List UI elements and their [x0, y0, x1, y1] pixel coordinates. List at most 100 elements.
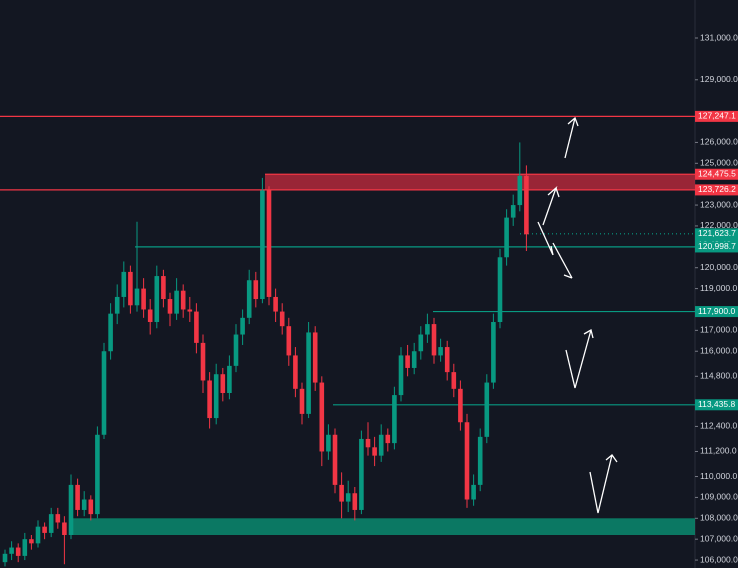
candle-body [431, 324, 437, 356]
candle-body [444, 347, 450, 373]
candle-body [352, 493, 358, 510]
candle-body [312, 332, 318, 383]
candle-body [108, 313, 113, 352]
y-tick-label: 119,000.0 [700, 283, 737, 293]
candle-body [293, 355, 298, 389]
candle-body [213, 374, 219, 419]
y-tick-label: 129,000.0 [700, 74, 738, 84]
candle-body [260, 190, 265, 300]
zone [70, 518, 695, 536]
candle-body [22, 539, 28, 556]
price-label: 113,435.8 [698, 399, 735, 409]
candle-body [55, 514, 61, 523]
candle-body [128, 271, 133, 306]
candle-body [510, 205, 516, 218]
candle-body [2, 553, 8, 563]
candle-body [266, 190, 272, 297]
candle-body [101, 351, 107, 435]
price-label: 127,247.1 [698, 111, 736, 121]
candle-body [425, 324, 430, 335]
candle-body [147, 309, 153, 323]
price-label: 124,475.5 [698, 169, 736, 179]
candle-body [246, 280, 252, 318]
arrow [565, 329, 594, 389]
candle-body [491, 322, 496, 383]
y-tick-label: 122,000.0 [700, 220, 738, 230]
candle-body [279, 311, 285, 327]
candle-body [167, 299, 173, 314]
arrow [589, 454, 618, 514]
candle-body [286, 326, 292, 356]
candle-body [378, 434, 384, 456]
y-tick-label: 108,000.0 [700, 513, 738, 523]
candle-body [174, 290, 179, 314]
y-tick-label: 126,000.0 [700, 137, 738, 147]
price-label-box [695, 399, 738, 411]
y-tick-label: 106,000.0 [700, 554, 738, 564]
candle-body [471, 484, 476, 500]
candle-body [504, 217, 509, 258]
y-tick-label: 107,000.0 [700, 533, 738, 543]
candle-body [253, 280, 259, 300]
candle-body [497, 257, 503, 323]
candle-body [365, 438, 371, 448]
price-label: 120,998.7 [698, 241, 736, 251]
candle-body [438, 347, 443, 356]
candle-body [35, 526, 41, 544]
price-label-box [695, 241, 738, 253]
candle-body [68, 484, 74, 536]
arrow [542, 185, 560, 226]
y-tick-label: 125,000.0 [700, 158, 738, 168]
candle-body [75, 484, 80, 510]
candle-body [306, 332, 311, 414]
candle-body [411, 351, 417, 368]
candle-body [398, 355, 404, 396]
candle-body [319, 382, 325, 452]
price-label: 117,900.0 [698, 306, 735, 316]
y-tick-label: 131,000.0 [700, 32, 738, 42]
candle-body [233, 334, 239, 366]
arrow [552, 242, 573, 279]
price-label: 121,623.7 [698, 228, 736, 238]
price-labels: 127,247.1124,475.5123,726.2121,623.716:4… [695, 111, 738, 411]
candle-body [524, 175, 529, 235]
candle-body [517, 175, 523, 206]
candle-body [332, 434, 338, 485]
candle-body [227, 365, 232, 394]
candle-body [477, 436, 483, 485]
candle-body [220, 374, 226, 394]
candle-body [194, 311, 199, 343]
y-tick-label: 110,000.0 [700, 471, 737, 481]
candle-body [88, 499, 94, 515]
candle-body [458, 388, 463, 423]
arrows [537, 116, 618, 514]
candle-body [273, 296, 278, 312]
candle-body [464, 422, 470, 500]
candle-body [81, 499, 87, 510]
candle-body [141, 288, 146, 310]
arrow [564, 116, 579, 159]
candle-body [62, 522, 67, 536]
candle-body [418, 334, 424, 352]
y-tick-label: 114,800.0 [700, 371, 737, 381]
candle-body [15, 547, 21, 556]
price-label-box [695, 168, 738, 180]
candle-body [180, 290, 186, 310]
candle-body [359, 438, 364, 510]
candle-body [326, 434, 331, 452]
price-label: 123,726.2 [698, 184, 736, 194]
candle-body [121, 271, 127, 297]
candle-body [154, 276, 160, 323]
candle-body [299, 388, 305, 414]
y-tick-label: 117,000.0 [700, 325, 737, 335]
candle-body [9, 547, 14, 554]
arrow [537, 221, 554, 256]
candle-body [161, 276, 166, 300]
y-tick-label: 120,000.0 [700, 262, 738, 272]
y-tick-label: 109,000.0 [700, 492, 738, 502]
plot: 131,000.0 129,000.0 126,000.0 125,000.0 123,… [0, 32, 738, 567]
candle-body [187, 309, 193, 312]
price-label-box [695, 306, 738, 318]
y-tick-label: 111,200.0 [700, 446, 737, 456]
